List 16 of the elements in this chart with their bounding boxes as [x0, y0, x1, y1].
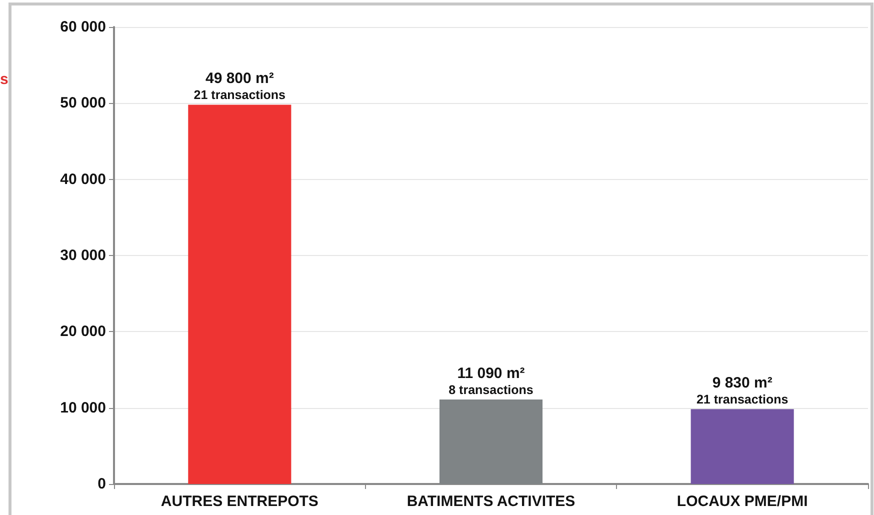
- data-label: 9 830 m² 21 transactions: [696, 374, 788, 407]
- y-tick-label: 60 000: [60, 18, 106, 36]
- y-tick-label: 50 000: [60, 94, 106, 112]
- x-tick-label: AUTRES ENTREPOTS: [160, 493, 318, 510]
- bar: [690, 409, 794, 484]
- y-tick-label: 0: [98, 476, 106, 492]
- x-tick-label: BATIMENTS ACTIVITES: [406, 493, 576, 510]
- y-tick-label: 20 000: [60, 323, 106, 340]
- data-label: 49 800 m² 21 transactions: [194, 70, 286, 102]
- text: s: [0, 71, 8, 88]
- y-tick-label: 40 000: [60, 170, 106, 188]
- data-label: 11 090 m² 8 transactions: [448, 365, 534, 398]
- y-tick-label: 30 000: [60, 247, 106, 264]
- bar: [188, 104, 292, 484]
- y-tick-label: 10 000: [60, 399, 106, 416]
- x-tick-label: LOCAUX PME/PMI: [676, 493, 808, 510]
